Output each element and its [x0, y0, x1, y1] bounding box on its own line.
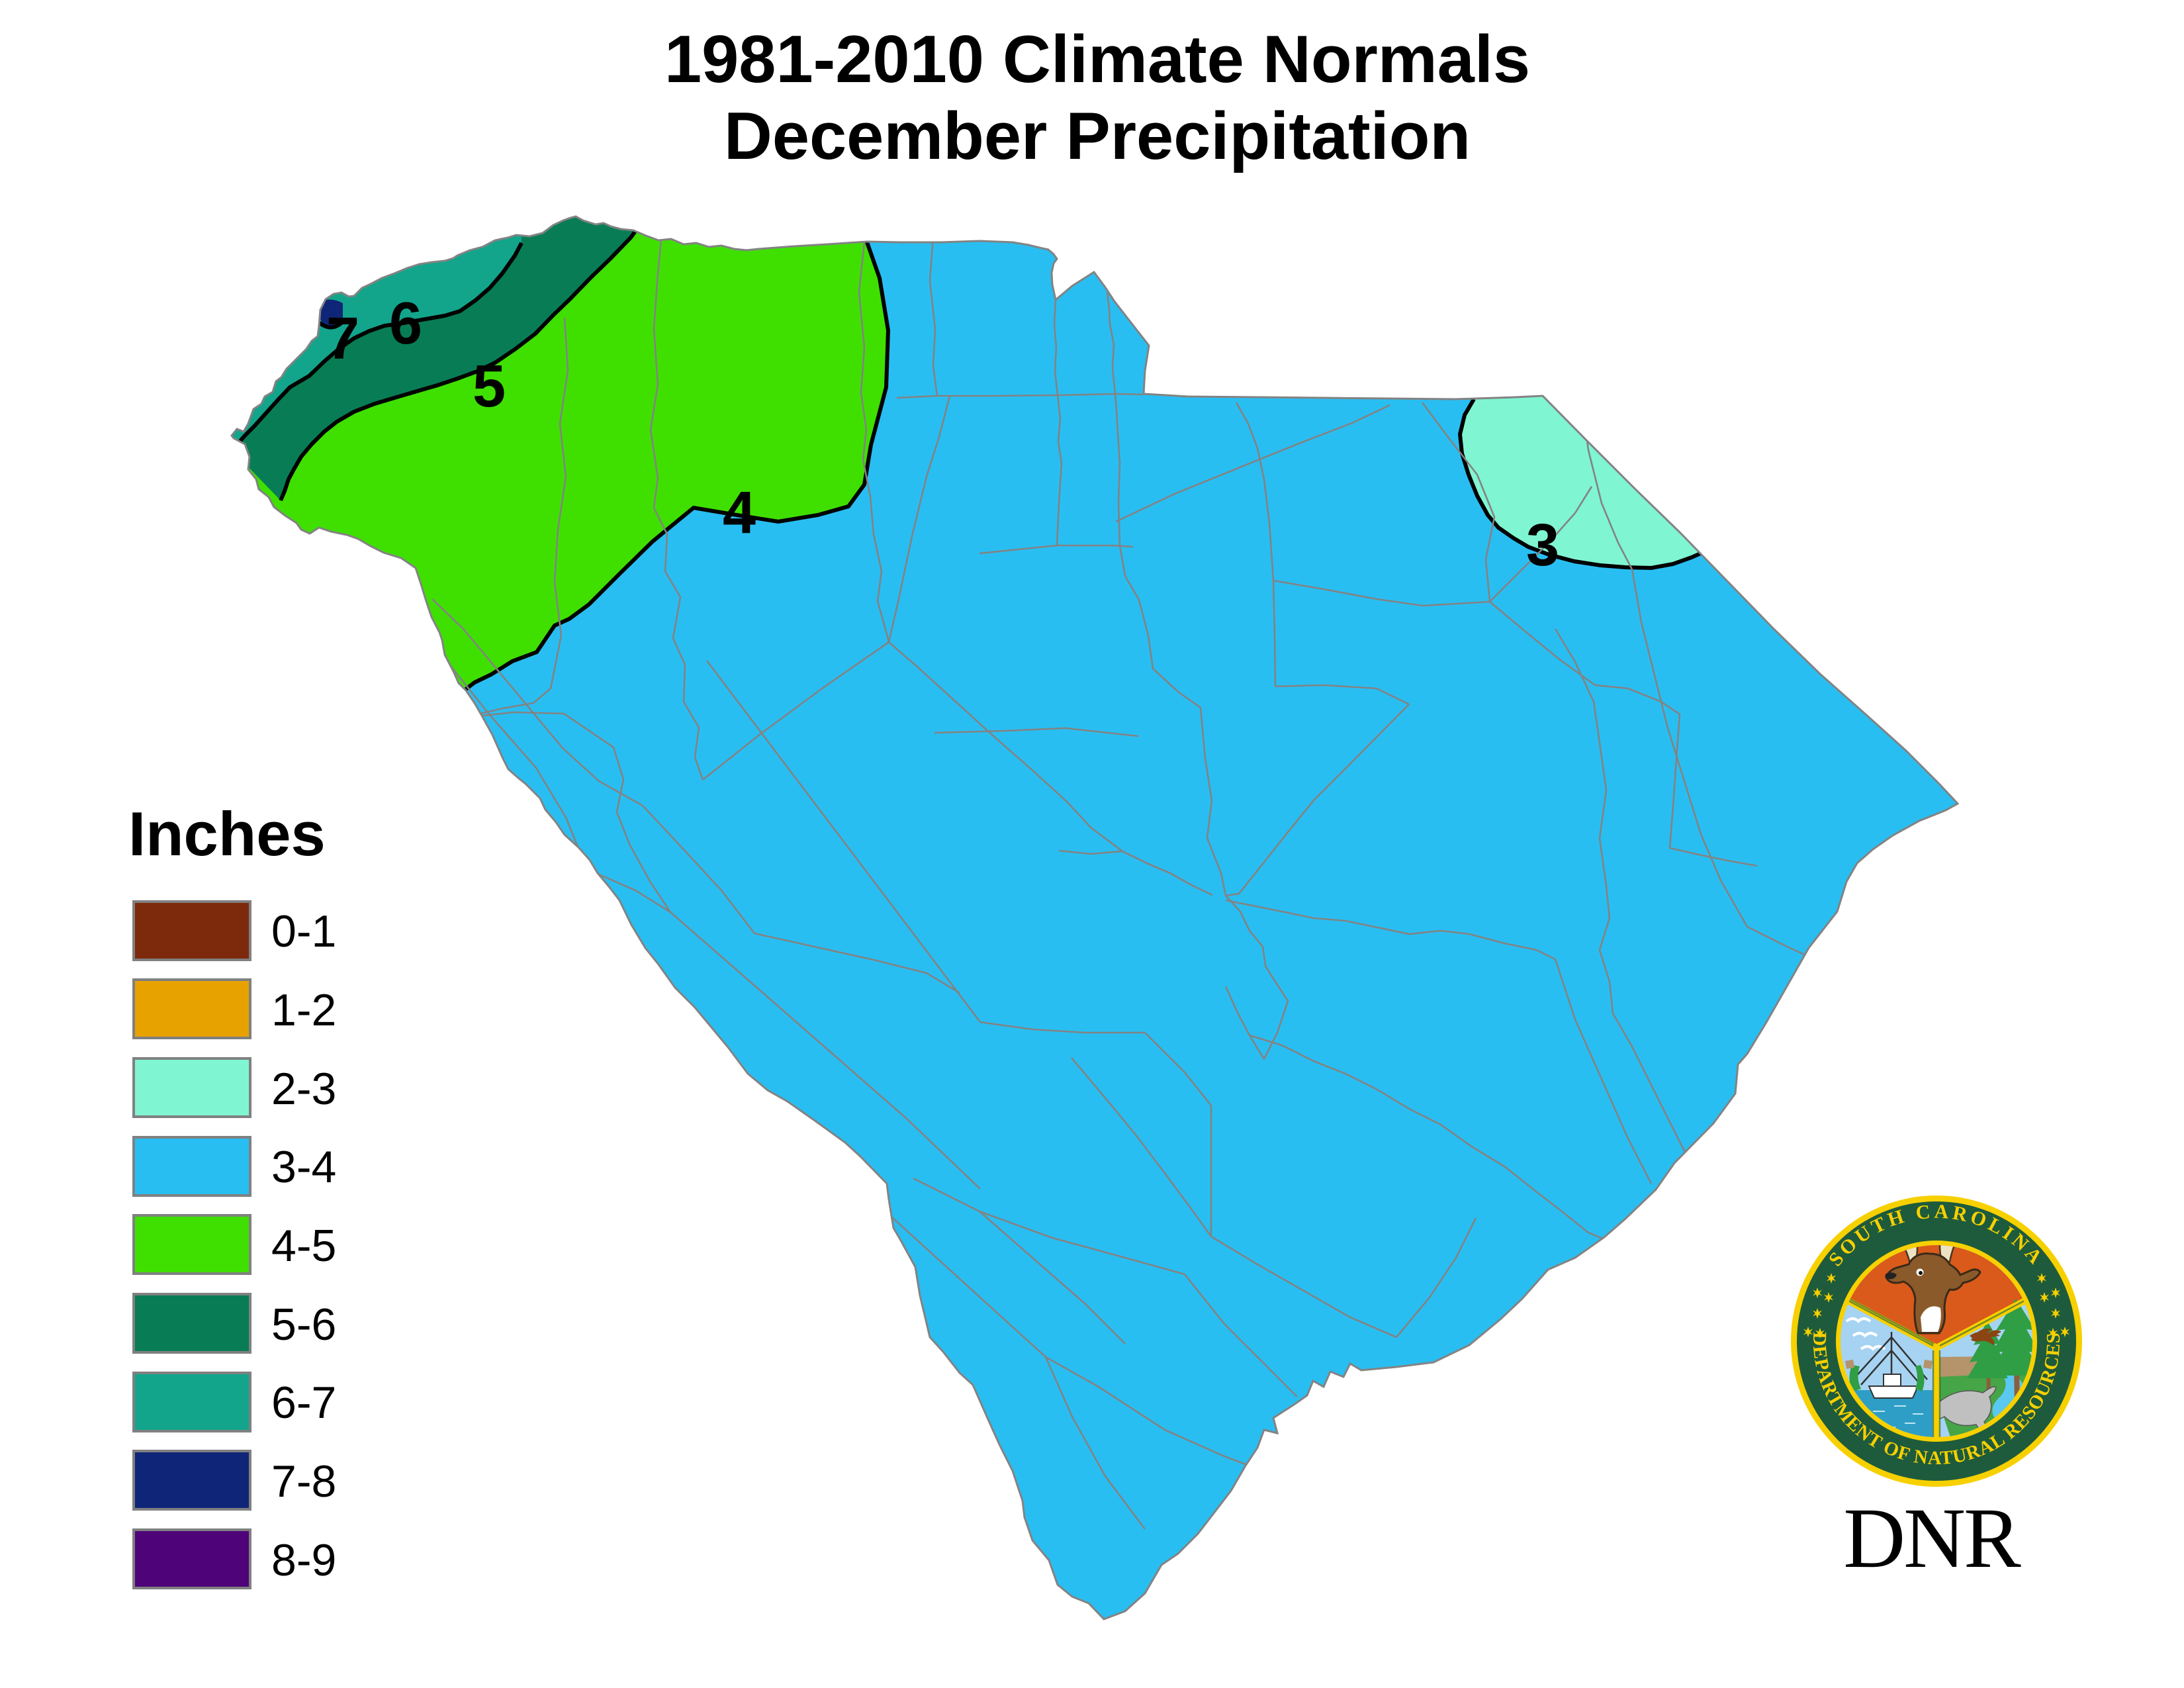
- svg-text:6-7: 6-7: [271, 1378, 336, 1428]
- svg-text:4-5: 4-5: [271, 1221, 336, 1271]
- svg-text:DNR: DNR: [1843, 1491, 2021, 1586]
- svg-text:8-9: 8-9: [271, 1535, 336, 1585]
- svg-text:Inches: Inches: [128, 799, 326, 868]
- svg-text:7-8: 7-8: [271, 1456, 336, 1507]
- svg-text:6: 6: [389, 291, 422, 357]
- svg-text:1-2: 1-2: [271, 985, 336, 1035]
- svg-text:2-3: 2-3: [271, 1064, 336, 1114]
- svg-text:5-6: 5-6: [271, 1299, 336, 1350]
- svg-text:December Precipitation: December Precipitation: [724, 99, 1471, 173]
- svg-text:1981-2010 Climate Normals: 1981-2010 Climate Normals: [664, 23, 1530, 97]
- svg-text:0-1: 0-1: [271, 906, 336, 957]
- svg-text:7: 7: [326, 306, 359, 372]
- svg-text:3: 3: [1526, 512, 1559, 579]
- svg-text:3-4: 3-4: [271, 1142, 336, 1192]
- svg-text:4: 4: [723, 480, 756, 546]
- svg-text:5: 5: [473, 353, 506, 420]
